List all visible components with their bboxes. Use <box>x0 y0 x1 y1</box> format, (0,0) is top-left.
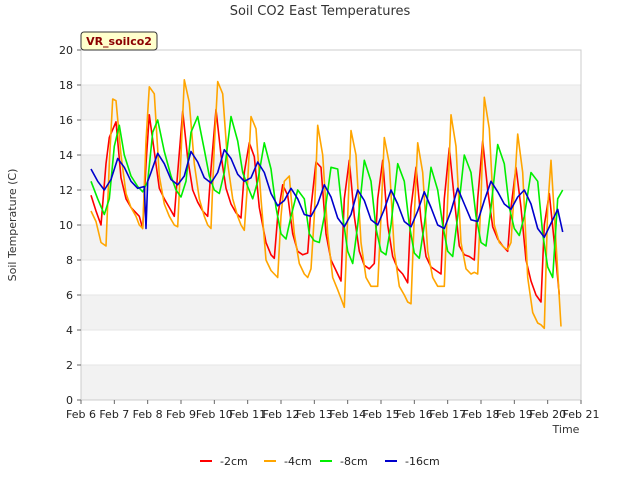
y-tick-label: 12 <box>59 184 73 197</box>
y-tick-label: 18 <box>59 79 73 92</box>
series-line-neg2cm <box>90 108 561 303</box>
x-tick-label: Feb 7 <box>99 408 129 421</box>
x-tick-label: Feb 12 <box>263 408 300 421</box>
y-tick-label: 20 <box>59 44 73 57</box>
grid-bands <box>81 49 581 401</box>
y-tick-label: 4 <box>66 324 73 337</box>
x-tick-label: Feb 19 <box>496 408 533 421</box>
legend-label: -16cm <box>405 455 440 468</box>
y-tick-label: 10 <box>59 219 73 232</box>
x-tick-label: Feb 16 <box>396 408 433 421</box>
chart-title: Soil CO2 East Temperatures <box>230 4 411 19</box>
badge-box <box>80 31 158 51</box>
x-tick-label: Feb 15 <box>363 408 400 421</box>
y-tick-label: 16 <box>59 114 73 127</box>
legend: -2cm -4cm -8cm -16cm <box>200 455 440 468</box>
y-tick-label: 2 <box>66 359 73 372</box>
x-tick-label: Feb 14 <box>329 408 366 421</box>
x-tick-label: Feb 6 <box>66 408 96 421</box>
x-tick-label: Feb 8 <box>133 408 163 421</box>
x-axis-title: Time <box>552 423 580 436</box>
y-tick-label: 6 <box>66 289 73 302</box>
badge-label: VR_soilco2 <box>86 35 152 48</box>
x-tick-label: Feb 10 <box>196 408 233 421</box>
y-tick-label: 14 <box>59 149 73 162</box>
series-lines <box>90 79 564 330</box>
series-line-neg4cm <box>90 79 562 330</box>
legend-label: -4cm <box>284 455 312 468</box>
grid-band <box>81 85 581 120</box>
x-tick-label: Feb 18 <box>463 408 500 421</box>
y-tick-label: 8 <box>66 254 73 267</box>
grid-band <box>81 225 581 260</box>
x-tick-label: Feb 17 <box>429 408 466 421</box>
x-tick-label: Feb 11 <box>229 408 266 421</box>
y-tick-label: 0 <box>66 394 73 407</box>
x-tick-label: Feb 20 <box>529 408 566 421</box>
x-tick-label: Feb 21 <box>563 408 600 421</box>
series-line-neg16cm <box>90 148 564 239</box>
y-axis-title: Soil Temperature (C) <box>6 169 19 282</box>
site-badge: VR_soilco2 <box>80 31 158 51</box>
grid-band <box>81 295 581 330</box>
legend-label: -8cm <box>340 455 368 468</box>
y-axis: 0 2 4 6 8 10 12 14 16 18 20 <box>59 44 81 407</box>
x-tick-label: Feb 9 <box>166 408 196 421</box>
legend-label: -2cm <box>220 455 248 468</box>
grid-band <box>81 365 581 400</box>
x-tick-label: Feb 13 <box>296 408 333 421</box>
